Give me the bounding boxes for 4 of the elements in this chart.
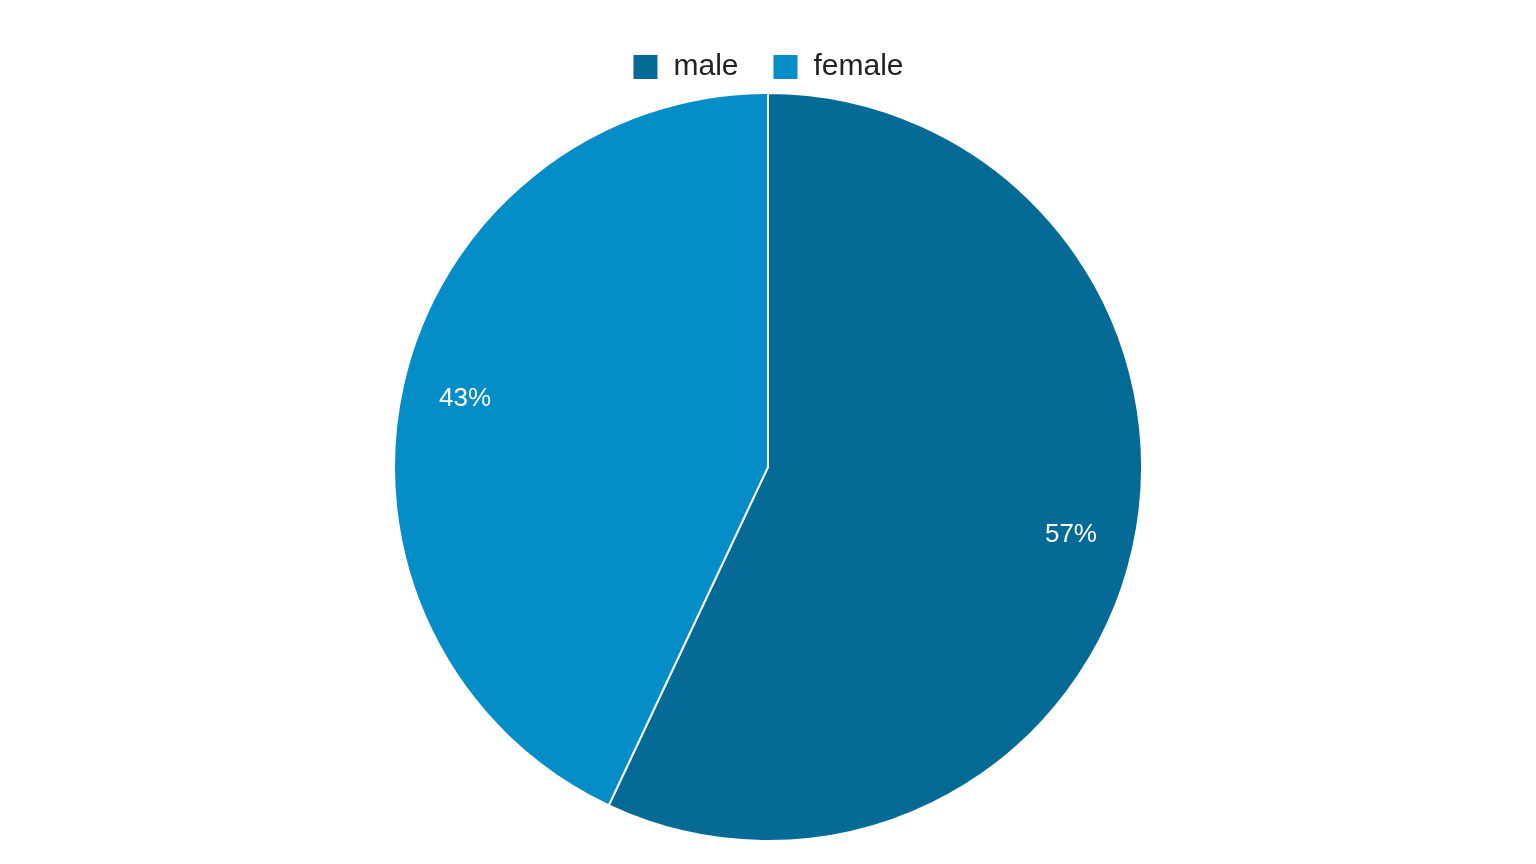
legend-label: male <box>673 48 739 82</box>
data-label: 57% <box>1044 517 1097 548</box>
data-label: 43% <box>439 382 492 413</box>
legend-label: female <box>813 48 904 82</box>
